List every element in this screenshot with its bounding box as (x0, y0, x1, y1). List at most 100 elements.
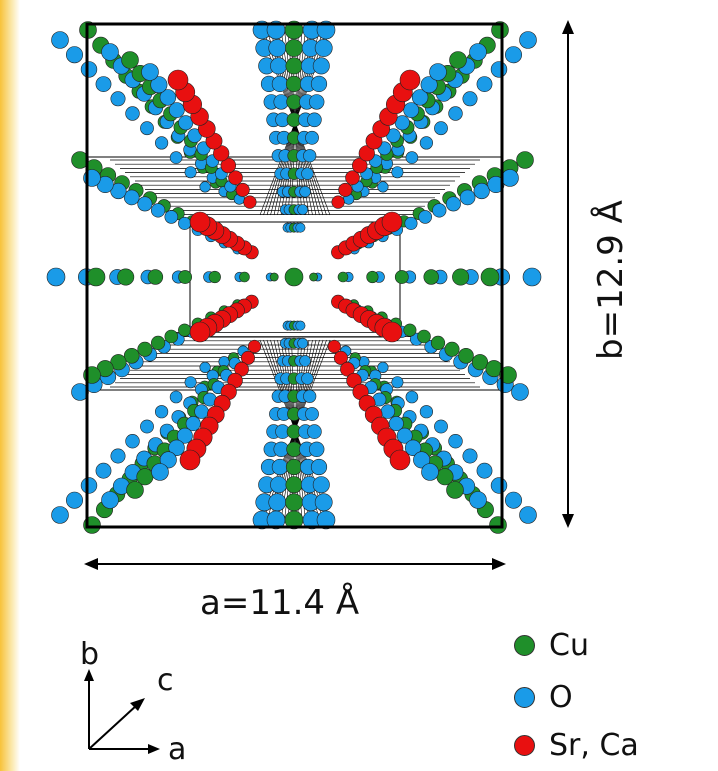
o-atom (377, 181, 389, 193)
cu-atom (403, 323, 417, 337)
o-atom (396, 427, 413, 444)
cu-atom (151, 335, 166, 351)
axis-label-b: b (80, 637, 100, 672)
o-atom (194, 404, 209, 419)
o-atom (155, 136, 169, 150)
o-atom (391, 376, 404, 389)
o-atom (469, 43, 487, 61)
o-atom (271, 458, 289, 476)
cu-atom (147, 269, 164, 285)
o-atom (476, 462, 493, 479)
srca-atom (338, 182, 353, 197)
cu-atom (285, 57, 303, 75)
o-atom (413, 451, 431, 469)
legend-item-srca: Sr, Ca (514, 728, 639, 763)
o-atom (268, 39, 287, 57)
a-dimension-arrow (84, 558, 506, 570)
o-atom (159, 451, 177, 469)
cu-atom (309, 272, 318, 282)
cu-atom (366, 270, 379, 284)
o-atom (140, 121, 154, 136)
cu-atom (516, 151, 534, 169)
o-atom (301, 167, 314, 180)
cu-atom (86, 267, 106, 287)
cu-swatch-icon (514, 635, 535, 656)
o-atom (307, 112, 322, 128)
o-atom (490, 61, 508, 78)
cu-atom (480, 267, 500, 287)
cu-atom (417, 329, 431, 344)
cu-atom (444, 341, 460, 357)
o-atom (448, 106, 463, 121)
o-atom (459, 189, 476, 206)
o-atom (137, 196, 153, 212)
srca-atom (381, 211, 403, 233)
o-atom (405, 151, 419, 164)
srca-atom (189, 211, 211, 233)
o-atom (295, 222, 306, 233)
axis-label-a: a (168, 732, 187, 767)
o-atom (169, 151, 183, 164)
o-atom (80, 477, 98, 494)
o-atom (469, 491, 487, 509)
cu-atom (269, 272, 279, 282)
o-atom (314, 493, 333, 512)
srca-atom (167, 69, 189, 91)
o-atom (123, 189, 140, 206)
o-atom (66, 46, 84, 64)
o-atom (314, 39, 333, 57)
srca-atom (228, 170, 243, 185)
o-atom (303, 149, 317, 163)
cu-atom (430, 335, 446, 351)
cu-atom (239, 271, 250, 283)
o-atom (164, 210, 179, 224)
o-atom (199, 181, 211, 193)
srca-atom (399, 69, 421, 91)
srca-atom (345, 170, 360, 185)
srca-atom (234, 361, 249, 377)
o-atom (150, 76, 168, 94)
o-atom (110, 448, 126, 464)
cu-atom (285, 75, 303, 92)
o-atom (51, 31, 69, 49)
srca-atom (189, 321, 211, 343)
srca-atom (333, 350, 348, 365)
o-atom (184, 166, 197, 179)
o-atom (434, 121, 448, 136)
o-atom (462, 91, 478, 107)
o-atom (270, 57, 288, 75)
o-atom (519, 31, 537, 49)
o-atom (432, 203, 447, 218)
o-atom (421, 463, 439, 481)
o-atom (391, 166, 404, 179)
o-atom (51, 506, 69, 524)
o-atom (429, 63, 447, 81)
srca-atom (381, 321, 403, 343)
srca-atom (179, 449, 201, 471)
o-atom (476, 76, 493, 92)
o-atom (504, 46, 522, 64)
legend-item-cu: Cu (514, 628, 589, 663)
o-atom (168, 439, 185, 456)
o-atom (418, 210, 433, 224)
o-atom (151, 463, 169, 481)
o-atom (411, 89, 429, 106)
o-atom (303, 389, 317, 403)
o-atom (295, 320, 306, 331)
srca-atom (247, 339, 262, 354)
srca-atom (213, 145, 230, 162)
cu-atom (471, 354, 489, 371)
o-atom (301, 372, 314, 385)
o-atom (176, 427, 193, 444)
o-atom (473, 182, 490, 200)
cu-atom (285, 476, 303, 494)
o-atom (268, 493, 287, 512)
o-atom (125, 434, 140, 449)
cu-atom (123, 347, 140, 364)
o-atom (199, 361, 211, 374)
o-atom (271, 75, 289, 92)
o-atom (297, 337, 309, 349)
o-atom (151, 203, 166, 218)
srca-atom (389, 449, 411, 471)
